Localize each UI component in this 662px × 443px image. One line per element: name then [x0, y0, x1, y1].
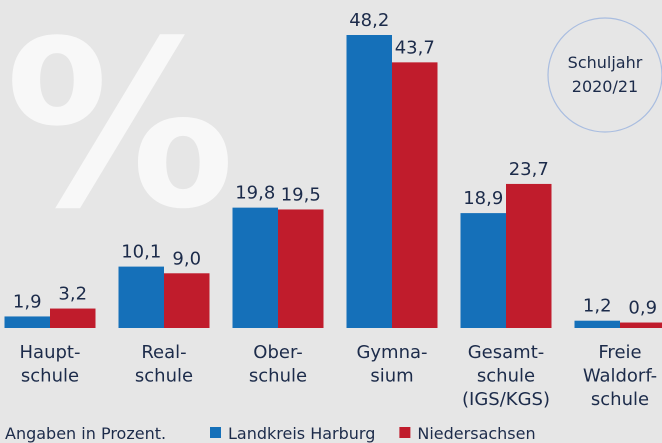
value-label: 1,9 [13, 291, 42, 312]
category-label: Freie [598, 342, 641, 363]
category-label: sium [370, 366, 413, 387]
bar [232, 207, 278, 328]
category-label: schule [591, 389, 649, 410]
value-label: 43,7 [395, 37, 435, 58]
watermark: % [5, 0, 235, 260]
bar [460, 213, 506, 328]
legend-label: Niedersachsen [417, 424, 535, 443]
bar [620, 322, 662, 328]
category-label: Haupt- [20, 342, 81, 363]
category-label: schule [135, 366, 193, 387]
badge-line: 2020/21 [572, 77, 638, 96]
value-label: 48,2 [349, 10, 389, 31]
legend-swatch [210, 427, 221, 438]
category-label: schule [21, 366, 79, 387]
bar [4, 316, 50, 328]
badge-line: Schuljahr [568, 53, 643, 72]
value-label: 9,0 [172, 248, 201, 269]
value-label: 19,5 [281, 184, 321, 205]
bar [50, 308, 96, 328]
category-label: Real- [141, 342, 186, 363]
category-label: Gymna- [356, 342, 427, 363]
bar [506, 183, 552, 328]
category-label: schule [249, 366, 307, 387]
category-label: Ober- [253, 342, 302, 363]
legend-label: Landkreis Harburg [228, 424, 375, 443]
value-label: 3,2 [58, 284, 87, 305]
category-label: (IGS/KGS) [462, 389, 550, 410]
bar [164, 273, 210, 328]
value-label: 0,9 [628, 298, 657, 319]
category-label: schule [477, 366, 535, 387]
bar [346, 35, 392, 328]
bar [574, 320, 620, 328]
note: Angaben in Prozent. [5, 424, 166, 443]
badge-circle [547, 17, 662, 133]
category-label: Waldorf- [583, 366, 657, 387]
value-label: 1,2 [583, 296, 612, 317]
value-label: 19,8 [235, 183, 275, 204]
value-label: 18,9 [463, 188, 503, 209]
value-label: 10,1 [121, 242, 161, 263]
bar [118, 266, 164, 328]
category-label: Gesamt- [468, 342, 545, 363]
legend-swatch [399, 427, 411, 438]
bar [278, 209, 324, 328]
bar [392, 62, 438, 329]
value-label: 23,7 [509, 159, 549, 180]
